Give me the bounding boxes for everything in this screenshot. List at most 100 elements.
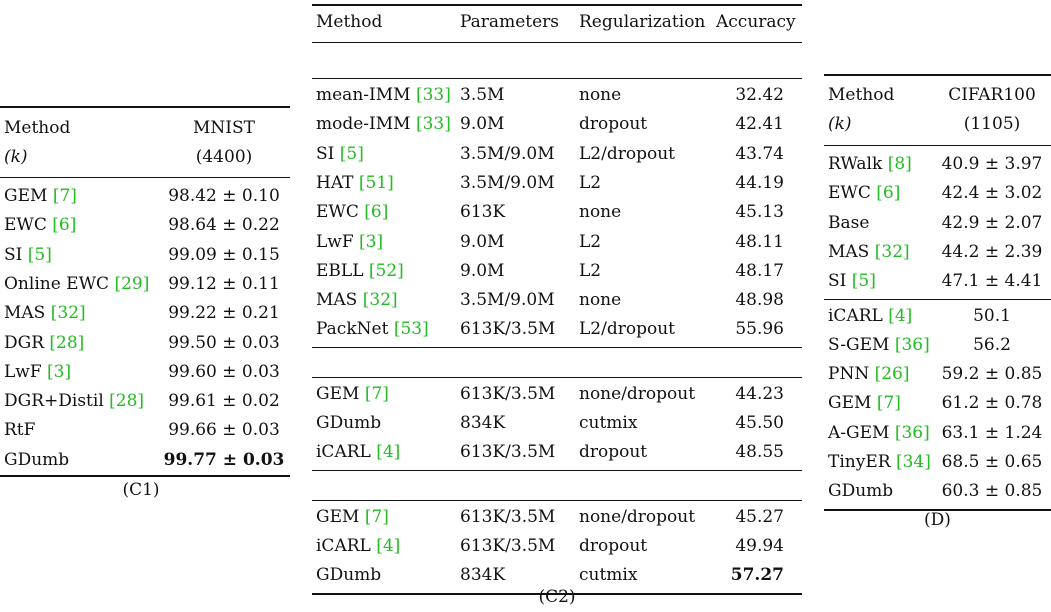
accuracy: 43.74 (735, 143, 784, 164)
regularization: none (579, 290, 622, 311)
method-label: GEM (316, 383, 360, 404)
citation-ref[interactable]: [33] (415, 114, 451, 135)
citation-ref[interactable]: [26] (874, 364, 910, 385)
citation-ref[interactable]: [3] (47, 361, 72, 382)
method-name: TinyER [34] (828, 448, 931, 477)
citation-ref[interactable]: [7] (364, 383, 389, 404)
table-row: iCARL [4] 613K/3.5M dropout 48.55 (312, 438, 802, 467)
citation-ref[interactable]: [8] (887, 154, 912, 174)
citation-ref[interactable]: [28] (109, 391, 145, 412)
method-name: EWC [6] (316, 198, 388, 227)
cifar-accuracy: 63.1 ± 1.24 (941, 422, 1043, 443)
citation-ref[interactable]: [52] (368, 260, 404, 281)
table-row: SI [5] 99.09 ± 0.15 (0, 241, 290, 270)
citation-ref[interactable]: [5] (851, 271, 876, 292)
citation-ref[interactable]: [28] (49, 332, 85, 353)
citation-ref[interactable]: [51] (358, 172, 394, 193)
header-rule (0, 177, 290, 178)
table-row: EBLL [52] 9.0M L2 48.17 (312, 257, 802, 286)
header-row: Method Parameters Regularization Accurac… (312, 8, 802, 37)
cifar-accuracy: 61.2 ± 0.78 (941, 393, 1043, 414)
method-label: mode-IMM (316, 114, 411, 135)
citation-ref[interactable]: [6] (364, 202, 389, 223)
cifar-accuracy: 60.3 ± 0.85 (941, 481, 1043, 502)
table-row: LwF [3] 99.60 ± 0.03 (0, 358, 290, 387)
table-row: GDumb 99.77 ± 0.03 (0, 446, 290, 475)
citation-ref[interactable]: [4] (376, 535, 401, 556)
citation-ref[interactable]: [34] (895, 452, 931, 472)
mnist-accuracy: 99.09 ± 0.15 (168, 244, 280, 265)
citation-ref[interactable]: [3] (359, 231, 384, 252)
citation-ref[interactable]: [32] (362, 290, 398, 311)
method-name: iCARL [4] (828, 302, 912, 331)
method-name: iCARL [4] (316, 532, 400, 561)
parameters: 3.5M (460, 85, 505, 105)
citation-ref[interactable]: [53] (393, 319, 429, 340)
method-name: S-GEM [36] (828, 331, 930, 360)
method-name: GEM [7] (316, 380, 389, 409)
header-row: Method CIFAR100 (824, 81, 1051, 110)
parameters: 9.0M (460, 231, 505, 252)
citation-ref[interactable]: [7] (364, 506, 389, 527)
citation-ref[interactable]: [29] (114, 273, 150, 294)
method-name: PNN [26] (828, 360, 910, 389)
citation-ref[interactable]: [7] (52, 186, 77, 206)
method-name: RWalk [8] (828, 150, 912, 179)
method-name: DGR+Distil [28] (4, 387, 144, 416)
citation-ref[interactable]: [5] (27, 244, 52, 265)
citation-ref[interactable]: [6] (52, 215, 77, 236)
method-name: HAT [51] (316, 169, 394, 198)
table-row: iCARL [4] 50.1 (824, 302, 1051, 331)
table-c1: Method MNIST (k) (4400) GEM [7] 98.42 ± 0… (0, 106, 290, 500)
method-label: GEM (4, 186, 48, 206)
citation-ref[interactable]: [4] (376, 442, 401, 463)
table-row: SI [5] 3.5M/9.0M L2/dropout 43.74 (312, 140, 802, 169)
parameters: 9.0M (460, 260, 505, 281)
cifar-accuracy: 44.2 ± 2.39 (941, 241, 1043, 262)
citation-ref[interactable]: [6] (876, 183, 901, 204)
section-rule (824, 298, 1051, 300)
accuracy: 48.11 (735, 231, 784, 252)
mnist-accuracy: 98.64 ± 0.22 (168, 215, 280, 236)
citation-ref[interactable]: [4] (888, 305, 913, 326)
citation-ref[interactable]: [32] (874, 241, 910, 262)
citation-ref[interactable]: [5] (339, 143, 364, 164)
regularization: none/dropout (579, 383, 696, 404)
table-row: LwF [3] 9.0M L2 48.11 (312, 228, 802, 257)
section-rule (312, 4, 802, 6)
table-row: GDumb 60.3 ± 0.85 (824, 477, 1051, 506)
cifar-accuracy: 56.2 (973, 334, 1011, 355)
table-row: PNN [26] 59.2 ± 0.85 (824, 360, 1051, 389)
header-row: Method MNIST (0, 114, 290, 143)
parameters: 613K/3.5M (460, 506, 556, 527)
method-label: GDumb (828, 481, 894, 502)
citation-ref[interactable]: [33] (415, 85, 451, 105)
citation-ref[interactable]: [36] (894, 334, 930, 355)
citation-ref[interactable]: [36] (894, 422, 930, 443)
method-name: DGR [28] (4, 329, 84, 358)
header-accuracy: Accuracy (716, 12, 796, 32)
method-name: EBLL [52] (316, 257, 404, 286)
method-label: PackNet (316, 319, 389, 340)
parameters: 3.5M/9.0M (460, 172, 555, 193)
regularization: L2 (579, 231, 602, 252)
header-row-2: (k) (4400) (0, 143, 290, 172)
parameters: 613K/3.5M (460, 383, 556, 404)
table-c2: Method Parameters Regularization Accurac… (312, 4, 802, 610)
table-row: iCARL [4] 613K/3.5M dropout 49.94 (312, 532, 802, 561)
method-name: SI [5] (828, 267, 876, 296)
section-title-row (312, 48, 802, 77)
table-row: TinyER [34] 68.5 ± 0.65 (824, 448, 1051, 477)
method-label: iCARL (828, 305, 883, 326)
citation-ref[interactable]: [32] (50, 303, 86, 324)
table-row: HAT [51] 3.5M/9.0M L2 44.19 (312, 169, 802, 198)
table-row: GEM [7] 61.2 ± 0.78 (824, 389, 1051, 418)
section-rule (824, 508, 1051, 511)
header-dataset: CIFAR100 (948, 85, 1036, 105)
citation-ref[interactable]: [7] (876, 393, 901, 414)
table-row: MAS [32] 44.2 ± 2.39 (824, 238, 1051, 267)
method-name: GDumb (4, 446, 69, 475)
table-row: A-GEM [36] 63.1 ± 1.24 (824, 419, 1051, 448)
regularization: dropout (579, 114, 648, 135)
table-row: GEM [7] 98.42 ± 0.10 (0, 182, 290, 211)
